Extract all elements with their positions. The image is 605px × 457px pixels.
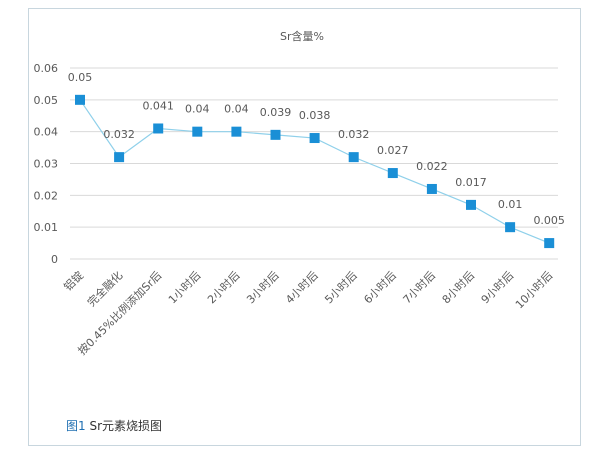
data-point-marker — [75, 94, 85, 105]
x-tick-label: 8小时后 — [440, 269, 477, 306]
y-tick-label: 0.04 — [34, 126, 59, 139]
x-tick-label: 完全融化 — [84, 268, 125, 309]
data-label: 0.04 — [224, 103, 249, 116]
x-tick-label: 4小时后 — [283, 269, 320, 306]
data-point-marker — [114, 152, 125, 163]
x-tick-label: 5小时后 — [322, 269, 359, 306]
x-tick-label: 6小时后 — [361, 269, 398, 306]
data-label: 0.017 — [455, 176, 487, 189]
data-label: 0.01 — [498, 198, 523, 211]
data-label: 0.027 — [377, 144, 409, 157]
chart-title: Sr含量% — [280, 29, 324, 43]
x-tick-label: 9小时后 — [479, 269, 516, 306]
data-point-marker — [426, 183, 437, 194]
y-tick-labels: 0 0.01 0.02 0.03 0.04 0.05 0.06 — [34, 62, 59, 266]
data-point-marker — [153, 123, 164, 134]
figure-number: 图1 — [66, 419, 86, 433]
y-tick-label: 0.02 — [34, 189, 59, 202]
x-tick-label: 2小时后 — [205, 269, 242, 306]
x-tick-label: 3小时后 — [244, 269, 281, 306]
data-label: 0.032 — [338, 128, 370, 141]
caption-text: Sr元素烧损图 — [85, 419, 163, 433]
data-label: 0.022 — [416, 160, 448, 173]
data-label: 0.005 — [533, 214, 565, 227]
data-label: 0.05 — [68, 71, 93, 84]
data-label: 0.032 — [103, 128, 135, 141]
data-point-marker — [192, 126, 203, 137]
data-markers — [75, 94, 555, 249]
x-tick-label: 10小时后 — [513, 269, 555, 311]
x-tick-label: 1小时后 — [166, 269, 203, 306]
data-label: 0.041 — [142, 99, 174, 112]
data-point-marker — [348, 152, 359, 163]
data-label: 0.04 — [185, 103, 210, 116]
gridlines — [70, 67, 558, 260]
data-point-marker — [544, 238, 555, 249]
data-point-marker — [387, 168, 398, 179]
y-tick-label: 0 — [51, 253, 58, 266]
data-label: 0.039 — [260, 106, 292, 119]
y-tick-label: 0.05 — [34, 94, 59, 107]
data-label: 0.038 — [299, 109, 331, 122]
data-point-marker — [231, 126, 242, 137]
y-tick-label: 0.03 — [34, 158, 59, 171]
y-tick-label: 0.01 — [34, 221, 59, 234]
data-point-marker — [466, 199, 476, 210]
x-tick-label: 铝锭 — [61, 268, 86, 293]
data-point-marker — [505, 222, 516, 233]
data-point-marker — [309, 133, 320, 144]
data-labels: 0.05 0.032 0.041 0.04 0.04 0.039 0.038 0.032 0.0… — [68, 71, 565, 227]
figure-caption: 图1 Sr元素烧损图 — [66, 417, 162, 434]
x-tick-label: 7小时后 — [401, 269, 438, 306]
data-point-marker — [270, 129, 281, 140]
y-tick-label: 0.06 — [34, 62, 59, 75]
